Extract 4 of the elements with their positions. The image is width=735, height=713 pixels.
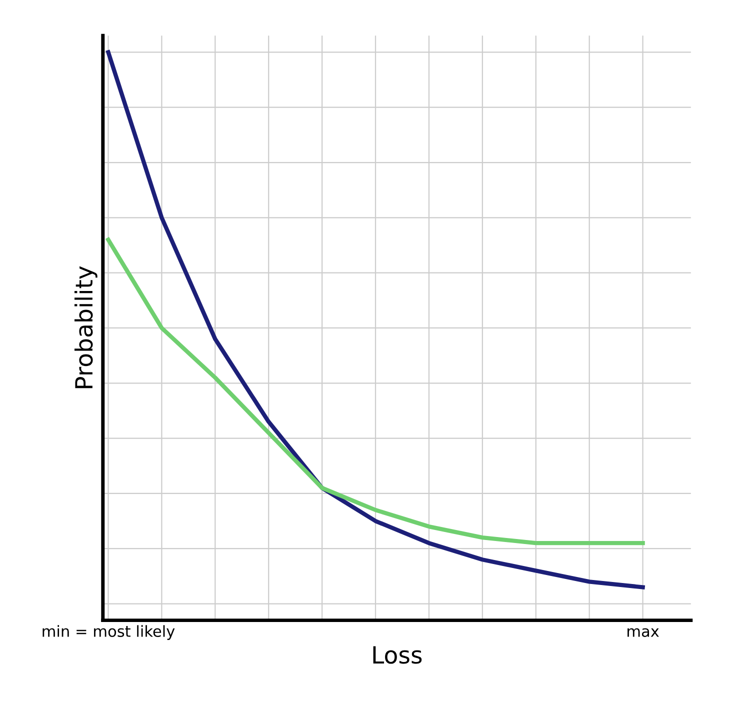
x-tick-label: min = most likely [42,625,175,640]
x-axis-title: Loss [373,646,422,664]
y-axis-title: Probability [74,266,98,388]
x-tick-label: max [628,628,659,637]
